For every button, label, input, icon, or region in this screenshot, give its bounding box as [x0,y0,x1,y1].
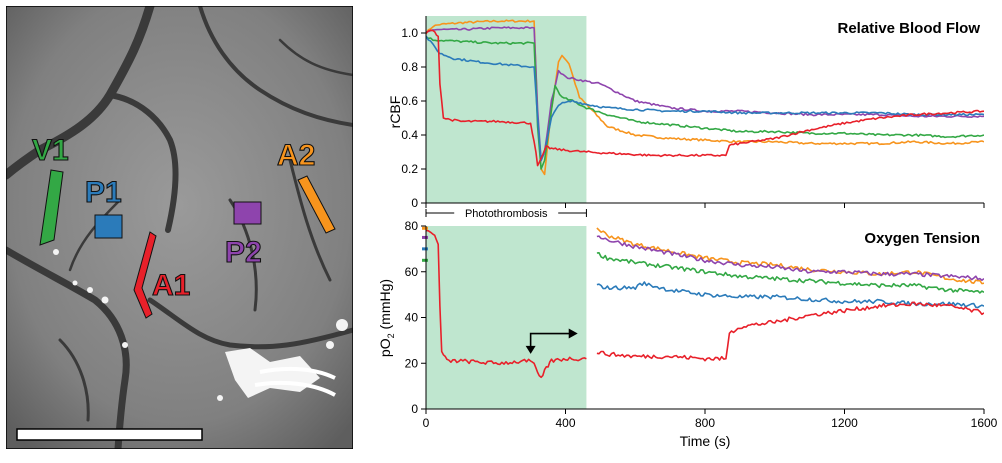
y-tick-label: 1.0 [401,26,418,40]
y-tick-label: 40 [405,311,419,325]
y-tick-label: 0.4 [401,128,418,142]
y-tick-label: 0.6 [401,94,418,108]
y-tick-label: 0.2 [401,162,418,176]
series-line-orange-0 [426,19,984,176]
series-line-red-5 [596,301,984,362]
label-v1: V1 [32,134,69,167]
chart-oxygen-tension: 0 20 40 60 80 0 400 800 1200 1600 Oxygen Tension… [377,219,998,449]
photothrombosis-bracket: Photothrombosis [425,208,587,220]
roi-a2 [297,175,336,234]
roi-p1 [94,214,123,239]
y-tick-label: 0 [411,402,418,416]
photothrombosis-shade-top [426,16,587,203]
roi-a1 [133,231,157,319]
xlabel-time: Time (s) [680,433,731,449]
series-line-orange-0 [596,227,984,285]
series-line-blue-3 [426,35,984,162]
x-tick-label: 1200 [831,416,858,430]
title-oxygen-tension: Oxygen Tension [864,230,980,247]
y-tick-label: 80 [405,219,419,233]
series-line-green-2 [596,252,984,294]
arrow-head-down [525,345,536,354]
label-a1: A1 [152,269,190,302]
x-tick-label: 400 [555,416,575,430]
x-tick-label: 800 [695,416,715,430]
y-ticks-bottom: 0 20 40 60 80 [405,219,426,416]
roi-p2 [233,201,262,225]
chart-relative-blood-flow: 0 0.2 0.4 0.6 0.8 1.0 Relative Blood Flow rCB… [387,16,985,210]
label-p2: P2 [225,236,262,269]
series-line-green-2 [426,35,984,170]
y-tick-label: 60 [405,265,419,279]
bright-deposits [53,249,348,401]
y-tick-label: 0 [411,196,418,210]
micrograph-image [6,6,353,449]
roi-labels: V1 P1 A1 P2 A2 [31,133,315,302]
blood-vessels [6,6,353,449]
po2-start-markers [422,226,428,262]
rcbf-series [426,19,984,176]
x-tick-label: 1600 [971,416,998,430]
x-ticks-top [425,203,985,208]
arrow-annotation [529,332,570,348]
ylabel-rcbf: rCBF [387,96,403,129]
series-line-red-4 [426,229,587,379]
photothrombosis-label: Photothrombosis [465,208,548,220]
x-tick-label: 0 [423,416,430,430]
roi-v1 [39,169,64,246]
title-relative-blood-flow: Relative Blood Flow [837,20,980,37]
ylabel-po2: pO2 (mmHg) [377,279,396,357]
scale-bar [16,428,203,441]
label-a2: A2 [277,139,315,172]
y-tick-label: 0.8 [401,60,418,74]
photothrombosis-shade-bottom [426,226,587,409]
arrow-head-right [568,328,578,339]
x-ticks-bottom: 0 400 800 1200 1600 [423,409,998,430]
label-p1: P1 [85,176,122,209]
roi-markers [39,169,336,319]
series-line-red-4 [426,29,984,167]
series-line-purple-1 [596,235,984,282]
y-tick-label: 20 [405,356,419,370]
y-ticks-top: 0 0.2 0.4 0.6 0.8 1.0 [401,26,426,210]
po2-series [426,227,984,379]
